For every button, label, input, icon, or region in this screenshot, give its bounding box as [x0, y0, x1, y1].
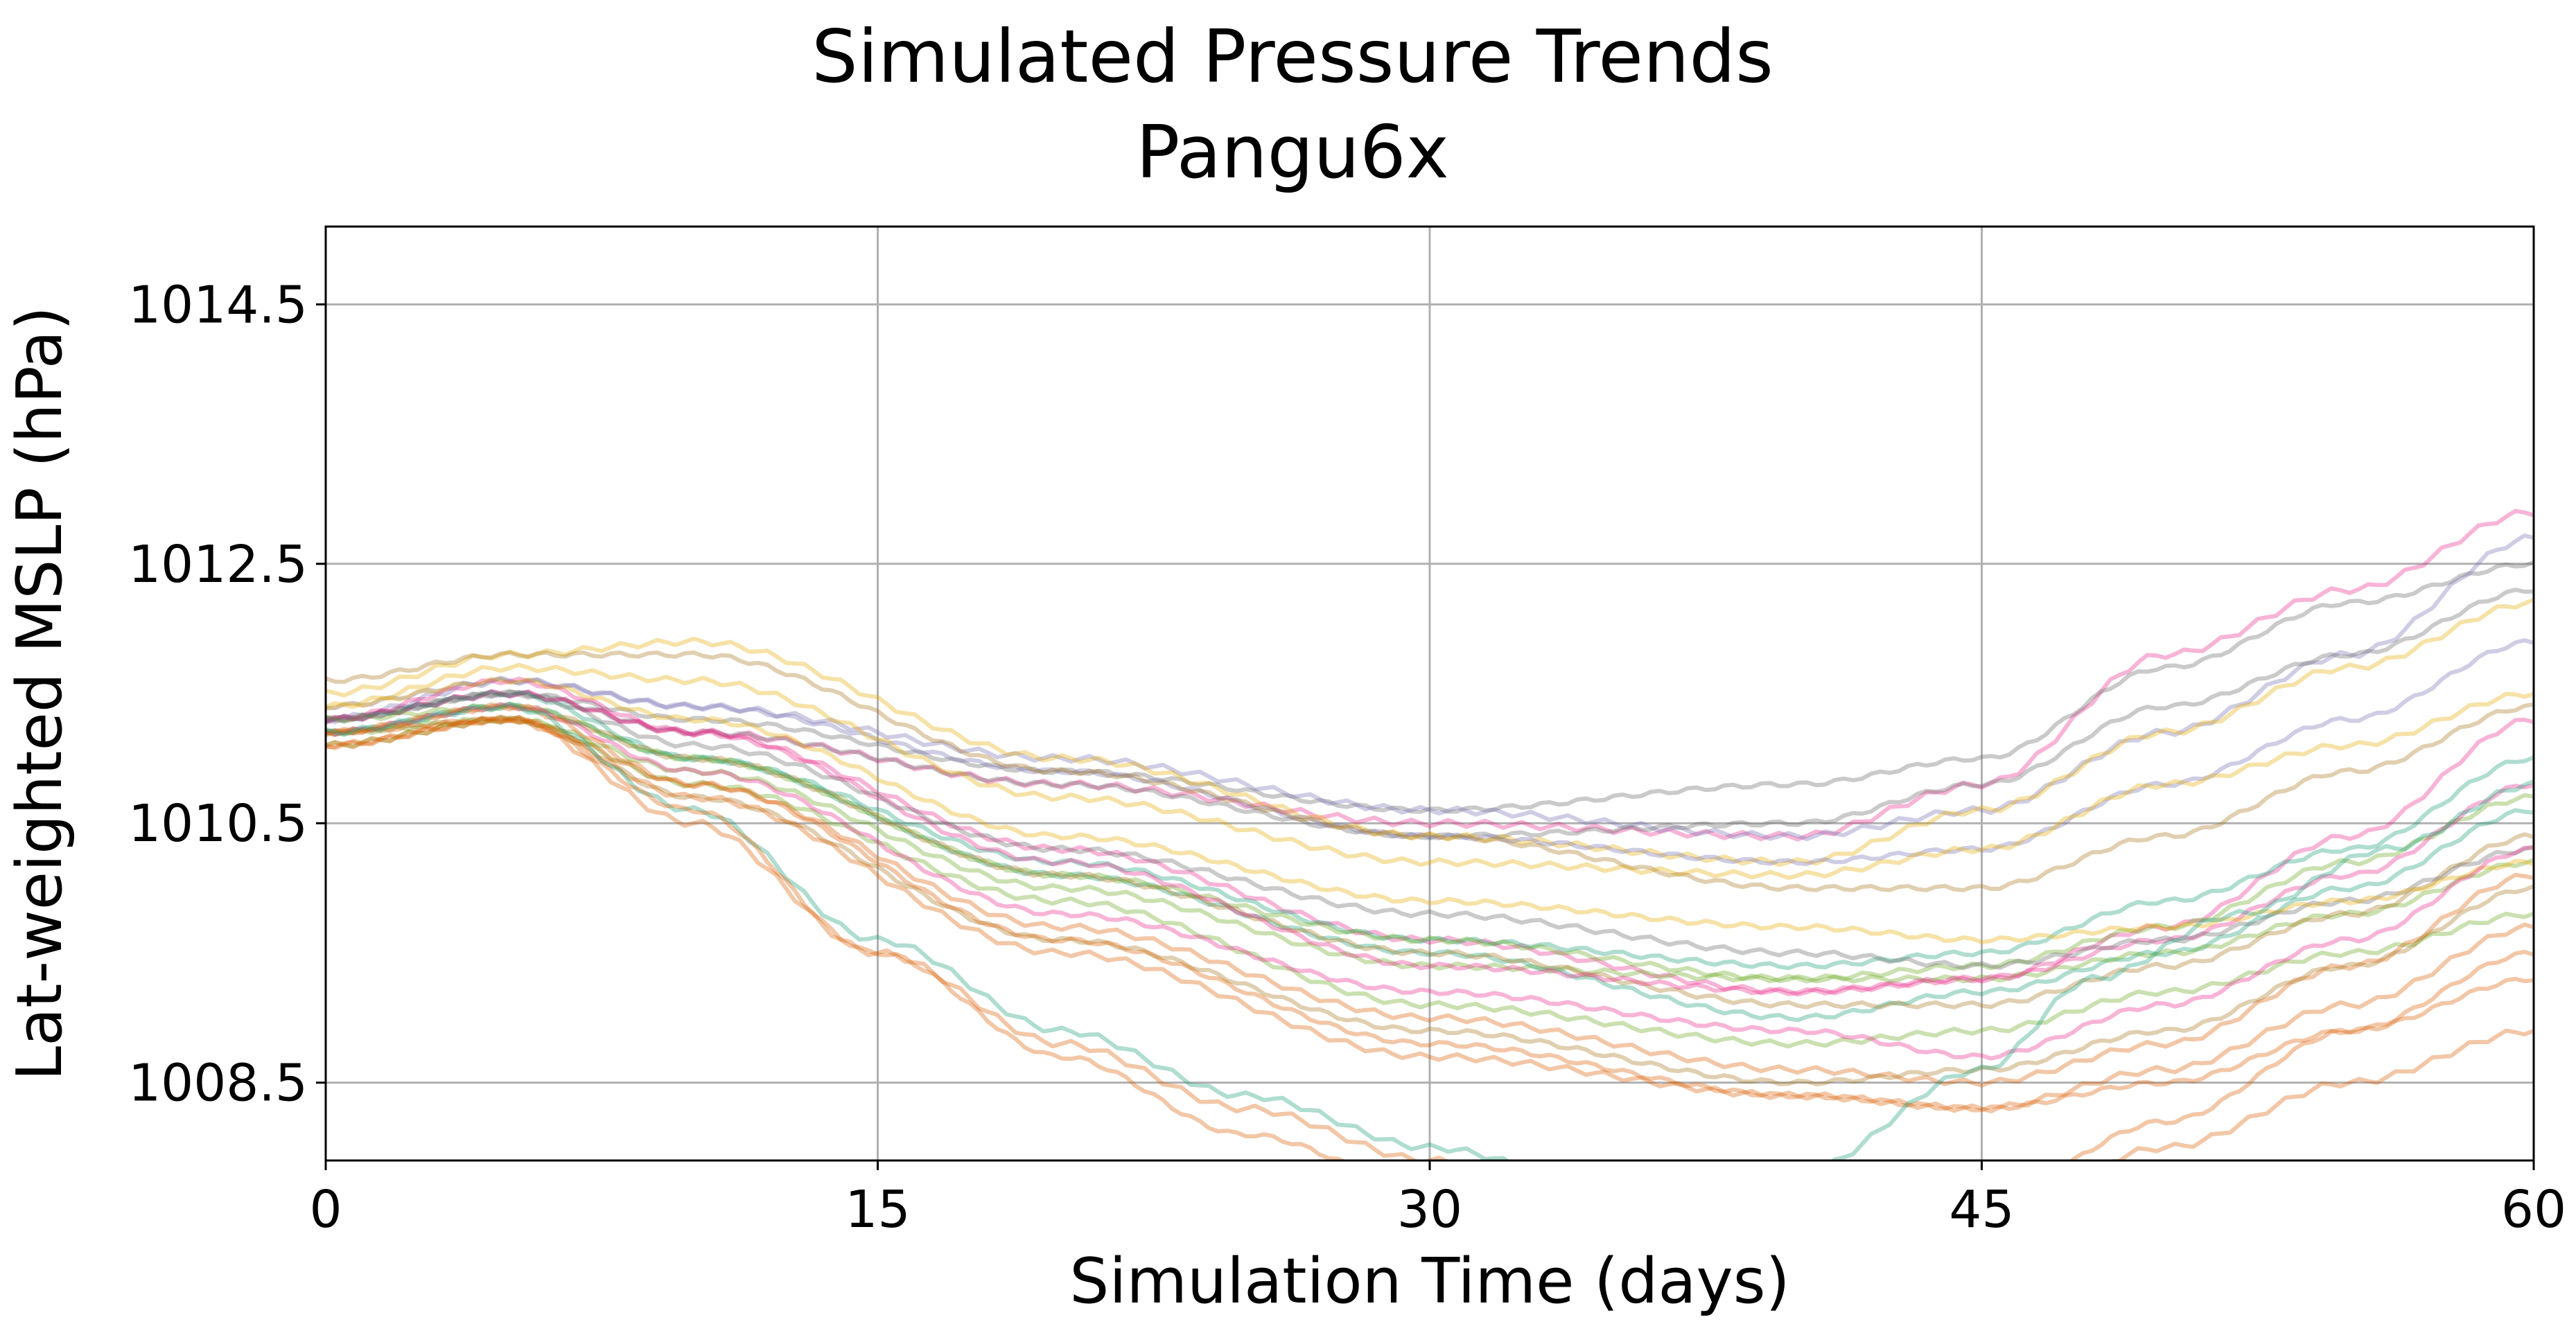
- series-line: [326, 716, 2534, 1160]
- y-axis-label: Lat-weighted MSLP (hPa): [3, 306, 76, 1081]
- series-line: [326, 703, 2534, 1061]
- series-line: [326, 560, 2534, 814]
- series-line: [326, 714, 2534, 984]
- series-line: [326, 714, 2534, 1160]
- series-line: [326, 702, 2534, 984]
- series-line: [326, 715, 2534, 1086]
- series-line: [326, 689, 2534, 997]
- tick-layer: 0 15 30 45 60 1008.5 1010.5 1012.5 1014.5: [128, 275, 2566, 1239]
- series-line: [326, 638, 2534, 867]
- series-line: [326, 689, 2534, 971]
- chart-subtitle: Pangu6x: [1136, 110, 1449, 195]
- series-line: [326, 689, 2534, 1023]
- y-tick-label: 1014.5: [128, 275, 308, 335]
- y-tick-label: 1010.5: [128, 794, 308, 854]
- x-tick-label: 0: [309, 1180, 342, 1239]
- series-line: [326, 650, 2534, 892]
- series-line: [326, 715, 2534, 1049]
- series-line: [326, 702, 2534, 1088]
- series-line: [326, 701, 2534, 1160]
- series-line: [326, 597, 2534, 867]
- series-line: [326, 509, 2534, 842]
- x-tick-label: 15: [845, 1180, 910, 1239]
- series-line: [326, 533, 2534, 842]
- x-tick-label: 45: [1949, 1180, 2014, 1239]
- y-tick-label: 1012.5: [128, 535, 308, 594]
- series-line: [326, 676, 2534, 996]
- series-line: [326, 677, 2534, 944]
- series-line: [326, 714, 2534, 1113]
- series-line: [326, 662, 2534, 881]
- series-line: [326, 703, 2534, 971]
- y-tick-label: 1008.5: [128, 1054, 308, 1113]
- series-line: [326, 588, 2534, 840]
- series-layer: [326, 509, 2534, 1160]
- x-tick-label: 30: [1397, 1180, 1462, 1239]
- chart-title: Simulated Pressure Trends: [812, 15, 1773, 99]
- series-line: [326, 716, 2534, 1113]
- x-tick-label: 60: [2501, 1180, 2566, 1239]
- series-line: [326, 702, 2534, 1009]
- x-axis-label: Simulation Time (days): [1069, 1245, 1790, 1318]
